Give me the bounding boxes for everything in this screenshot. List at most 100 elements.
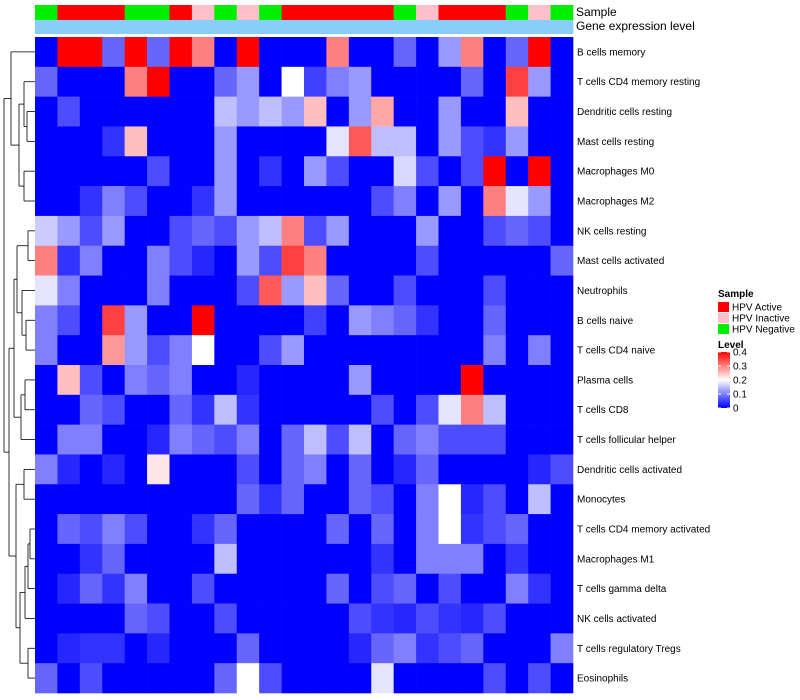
- heatmap-cell: [214, 215, 238, 247]
- heatmap-cell: [102, 305, 125, 336]
- heatmap-cell: [371, 37, 394, 68]
- heatmap-cell: [281, 156, 305, 187]
- heatmap-cell: [393, 543, 417, 575]
- heatmap-cell: [191, 245, 215, 276]
- heatmap-cell: [528, 543, 551, 575]
- heatmap-cell: [348, 454, 372, 485]
- heatmap-cell: [438, 305, 462, 336]
- heatmap-cell: [304, 156, 327, 187]
- heatmap-cell: [147, 305, 170, 336]
- heatmap-cell: [57, 394, 81, 425]
- heatmap-cell: [147, 603, 170, 634]
- heatmap-cell: [214, 335, 238, 366]
- heatmap-cell: [505, 514, 529, 545]
- heatmap-cell: [326, 215, 350, 247]
- heatmap-cell: [35, 215, 58, 247]
- expression-annotation-cell: [79, 20, 103, 34]
- sample-annotation-cell: [483, 5, 507, 20]
- heatmap-cell: [102, 275, 125, 306]
- heatmap-cell: [214, 96, 238, 127]
- heatmap-cell: [214, 543, 238, 575]
- heatmap-cell: [371, 245, 394, 276]
- heatmap-cell: [438, 37, 462, 68]
- heatmap-cell: [460, 573, 484, 604]
- heatmap-cell: [348, 126, 372, 157]
- heatmap-cell: [438, 245, 462, 276]
- heatmap-cell: [147, 37, 170, 68]
- heatmap-cell: [124, 186, 148, 217]
- heatmap-cell: [102, 603, 125, 634]
- heatmap-cell: [191, 633, 215, 664]
- heatmap-cell: [214, 186, 238, 217]
- heatmap-cell: [214, 394, 238, 425]
- heatmap-cell: [57, 215, 81, 247]
- heatmap-cell: [483, 215, 507, 247]
- heatmap-cell: [259, 37, 282, 68]
- heatmap-cell: [326, 126, 350, 157]
- heatmap-cell: [550, 514, 574, 545]
- heatmap-cell: [259, 394, 282, 425]
- row-label: T cells CD4 memory resting: [577, 77, 700, 88]
- heatmap-cell: [259, 96, 282, 127]
- heatmap-cell: [259, 573, 282, 604]
- heatmap-cell: [214, 603, 238, 634]
- heatmap-cell: [35, 543, 58, 575]
- heatmap-cell: [79, 126, 103, 157]
- heatmap-cell: [505, 543, 529, 575]
- sample-annotation-cell: [550, 5, 574, 20]
- heatmap-cell: [124, 484, 148, 515]
- heatmap-cell: [505, 245, 529, 276]
- heatmap-cell: [57, 275, 81, 306]
- heatmap-cell: [102, 96, 125, 127]
- heatmap-cell: [550, 454, 574, 485]
- row-label: T cells CD4 memory activated: [577, 525, 710, 536]
- heatmap-cell: [528, 454, 551, 485]
- heatmap-cell: [191, 424, 215, 455]
- expression-annotation-cell: [259, 20, 282, 34]
- heatmap-cell: [191, 96, 215, 127]
- heatmap-cell: [57, 454, 81, 485]
- heatmap-cell: [281, 245, 305, 276]
- heatmap-cell: [483, 126, 507, 157]
- heatmap-cell: [191, 365, 215, 396]
- heatmap-cell: [483, 156, 507, 187]
- sample-annotation-cell: [281, 5, 305, 20]
- heatmap-cell: [124, 156, 148, 187]
- heatmap-cell: [79, 394, 103, 425]
- heatmap-cell: [550, 156, 574, 187]
- row-label: T cells follicular helper: [577, 435, 676, 446]
- heatmap-cell: [550, 215, 574, 247]
- heatmap-cell: [281, 394, 305, 425]
- sample-annotation-cell: [124, 5, 148, 20]
- heatmap-cell: [57, 663, 81, 694]
- heatmap-cell: [371, 424, 394, 455]
- heatmap-cell: [281, 573, 305, 604]
- heatmap-cell: [214, 365, 238, 396]
- heatmap-cell: [460, 305, 484, 336]
- sample-annotation-cell: [393, 5, 417, 20]
- heatmap-cell: [79, 186, 103, 217]
- heatmap-cell: [169, 305, 193, 336]
- expression-annotation-cell: [483, 20, 507, 34]
- heatmap-cell: [348, 633, 372, 664]
- heatmap-cell: [304, 215, 327, 247]
- heatmap-cell: [505, 424, 529, 455]
- heatmap-cell: [57, 603, 81, 634]
- heatmap-cell: [191, 335, 215, 366]
- heatmap-cell: [259, 126, 282, 157]
- heatmap-cell: [528, 66, 551, 97]
- heatmap-cell: [550, 394, 574, 425]
- heatmap-cell: [281, 305, 305, 336]
- heatmap-cell: [505, 394, 529, 425]
- heatmap-cell: [528, 215, 551, 247]
- heatmap-cell: [460, 275, 484, 306]
- legend-swatch: [718, 302, 729, 312]
- heatmap-cell: [79, 603, 103, 634]
- heatmap-cell: [236, 603, 260, 634]
- heatmap-cell: [528, 514, 551, 545]
- heatmap-cell: [214, 424, 238, 455]
- heatmap-cell: [528, 245, 551, 276]
- heatmap-cell: [304, 424, 327, 455]
- heatmap-cell: [169, 335, 193, 366]
